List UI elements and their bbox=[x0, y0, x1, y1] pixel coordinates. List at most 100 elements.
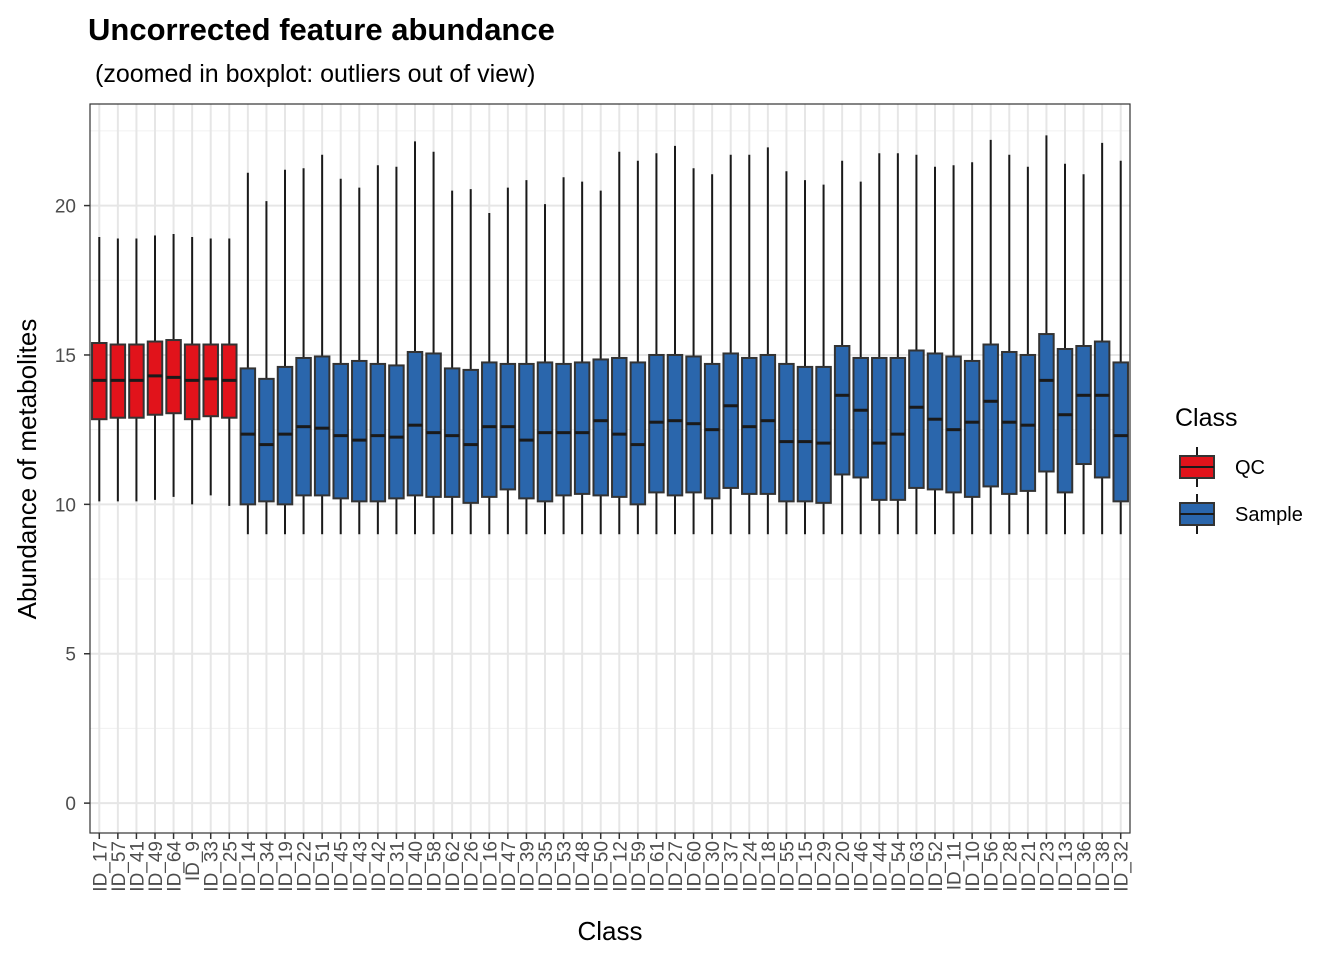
box-ID_21 bbox=[1019, 166, 1037, 535]
legend-key-sample: Sample bbox=[1179, 494, 1303, 534]
box-iqr bbox=[1019, 353, 1037, 492]
box-ID_33 bbox=[202, 238, 219, 496]
chart-subtitle: (zoomed in boxplot: outliers out of view… bbox=[95, 60, 536, 88]
x-tick-label: ID_55 bbox=[777, 841, 798, 892]
box-ID_54 bbox=[889, 153, 907, 535]
x-tick-label: ID_61 bbox=[647, 841, 668, 892]
x-tick-label: ID_51 bbox=[313, 841, 334, 892]
box-iqr bbox=[629, 361, 647, 506]
box-ID_16 bbox=[481, 213, 498, 535]
box-ID_22 bbox=[295, 168, 312, 535]
box-ID_48 bbox=[573, 181, 591, 535]
box-iqr bbox=[388, 364, 405, 500]
x-tick-label: ID_43 bbox=[350, 841, 371, 892]
box-ID_59 bbox=[629, 160, 647, 535]
x-tick-label: ID_14 bbox=[239, 841, 260, 892]
x-tick-label: ID_18 bbox=[759, 841, 780, 892]
box-iqr bbox=[945, 355, 962, 494]
box-iqr bbox=[313, 355, 331, 497]
box-ID_29 bbox=[815, 184, 832, 535]
box-iqr bbox=[239, 367, 257, 506]
box-iqr bbox=[592, 358, 609, 497]
box-iqr bbox=[369, 362, 387, 503]
x-tick-label: ID_38 bbox=[1093, 841, 1114, 892]
box-ID_12 bbox=[611, 151, 628, 535]
box-ID_14 bbox=[239, 172, 257, 535]
box-ID_64 bbox=[165, 233, 182, 497]
x-axis-title: Class bbox=[577, 916, 642, 946]
x-tick-label: ID_16 bbox=[480, 841, 501, 892]
box-ID_49 bbox=[146, 235, 164, 500]
box-iqr bbox=[1093, 340, 1111, 479]
box-iqr bbox=[555, 362, 572, 497]
x-tick-label: ID_11 bbox=[945, 841, 966, 890]
box-ID_55 bbox=[778, 171, 795, 535]
x-tick-label: ID_57 bbox=[109, 841, 130, 892]
box-iqr bbox=[351, 359, 368, 503]
legend-keys: QC Sample bbox=[1179, 447, 1303, 534]
x-tick-label: ID_47 bbox=[499, 841, 520, 892]
box-ID_13 bbox=[1056, 163, 1074, 535]
x-tick-label: ID_13 bbox=[1056, 841, 1077, 892]
box-iqr bbox=[332, 362, 349, 500]
box-iqr bbox=[1075, 345, 1092, 466]
box-ID_37 bbox=[722, 154, 739, 535]
x-tick-label: ID_46 bbox=[852, 841, 873, 892]
plot-border bbox=[89, 103, 1131, 834]
legend-label-qc: QC bbox=[1235, 457, 1265, 479]
box-ID_63 bbox=[908, 154, 925, 535]
box-ID_41 bbox=[128, 238, 145, 502]
legend-label-sample: Sample bbox=[1235, 504, 1303, 526]
box-ID_40 bbox=[406, 141, 424, 535]
box-ID_11 bbox=[945, 165, 962, 535]
box-iqr bbox=[146, 340, 164, 416]
y-axis: 0 5 10 15 20 bbox=[55, 197, 90, 815]
x-tick-label: ID_50 bbox=[592, 841, 613, 892]
y-tick-label: 5 bbox=[65, 645, 76, 666]
x-tick-label: ID_20 bbox=[833, 841, 854, 892]
x-tick-label: ID_21 bbox=[1019, 841, 1040, 892]
x-tick-label: ID_64 bbox=[165, 841, 186, 892]
x-tick-label: ID_23 bbox=[1037, 841, 1058, 892]
x-tick-label: ID_52 bbox=[926, 841, 947, 892]
x-tick-label: ID_42 bbox=[369, 841, 390, 892]
x-tick-label: ID_26 bbox=[462, 841, 483, 892]
x-tick-label: ID_54 bbox=[889, 841, 910, 892]
x-tick-label: ID_44 bbox=[870, 841, 891, 892]
box-iqr bbox=[963, 359, 981, 498]
box-ID_62 bbox=[443, 190, 461, 535]
x-tick-label: ID_17 bbox=[90, 841, 111, 892]
box-ID_46 bbox=[852, 181, 869, 535]
x-tick-label: ID_59 bbox=[629, 841, 650, 892]
box-ID_47 bbox=[499, 187, 517, 535]
box-ID_20 bbox=[833, 160, 851, 535]
box-iqr bbox=[573, 361, 591, 495]
box-iqr bbox=[518, 362, 535, 500]
box-iqr bbox=[796, 365, 814, 503]
x-tick-label: ID_15 bbox=[796, 841, 817, 892]
box-iqr bbox=[611, 356, 628, 498]
x-axis: ID_17ID_57ID_41ID_49ID_64ID_9ID_33ID_25I… bbox=[90, 833, 1133, 892]
box-ID_36 bbox=[1075, 174, 1092, 535]
box-ID_60 bbox=[685, 168, 702, 535]
x-tick-label: ID_30 bbox=[703, 841, 724, 892]
box-iqr bbox=[481, 361, 498, 498]
box-iqr bbox=[666, 353, 684, 497]
x-tick-label: ID_28 bbox=[1000, 841, 1021, 892]
x-tick-label: ID_10 bbox=[963, 841, 984, 892]
box-ID_27 bbox=[666, 145, 684, 535]
legend: Class QC Sample bbox=[1175, 404, 1303, 534]
box-ID_18 bbox=[759, 147, 777, 535]
box-ID_23 bbox=[1038, 135, 1055, 535]
x-tick-label: ID_31 bbox=[387, 841, 408, 892]
box-ID_38 bbox=[1093, 142, 1111, 535]
x-tick-label: ID_48 bbox=[573, 841, 594, 892]
x-tick-label: ID_35 bbox=[536, 841, 557, 892]
box-ID_15 bbox=[796, 180, 814, 535]
x-tick-label: ID_36 bbox=[1075, 841, 1096, 892]
x-tick-label: ID_62 bbox=[443, 841, 464, 892]
x-tick-label: ID_41 bbox=[127, 841, 148, 892]
box-iqr bbox=[852, 356, 869, 479]
y-tick-label: 0 bbox=[65, 794, 76, 815]
box-series bbox=[91, 135, 1129, 535]
